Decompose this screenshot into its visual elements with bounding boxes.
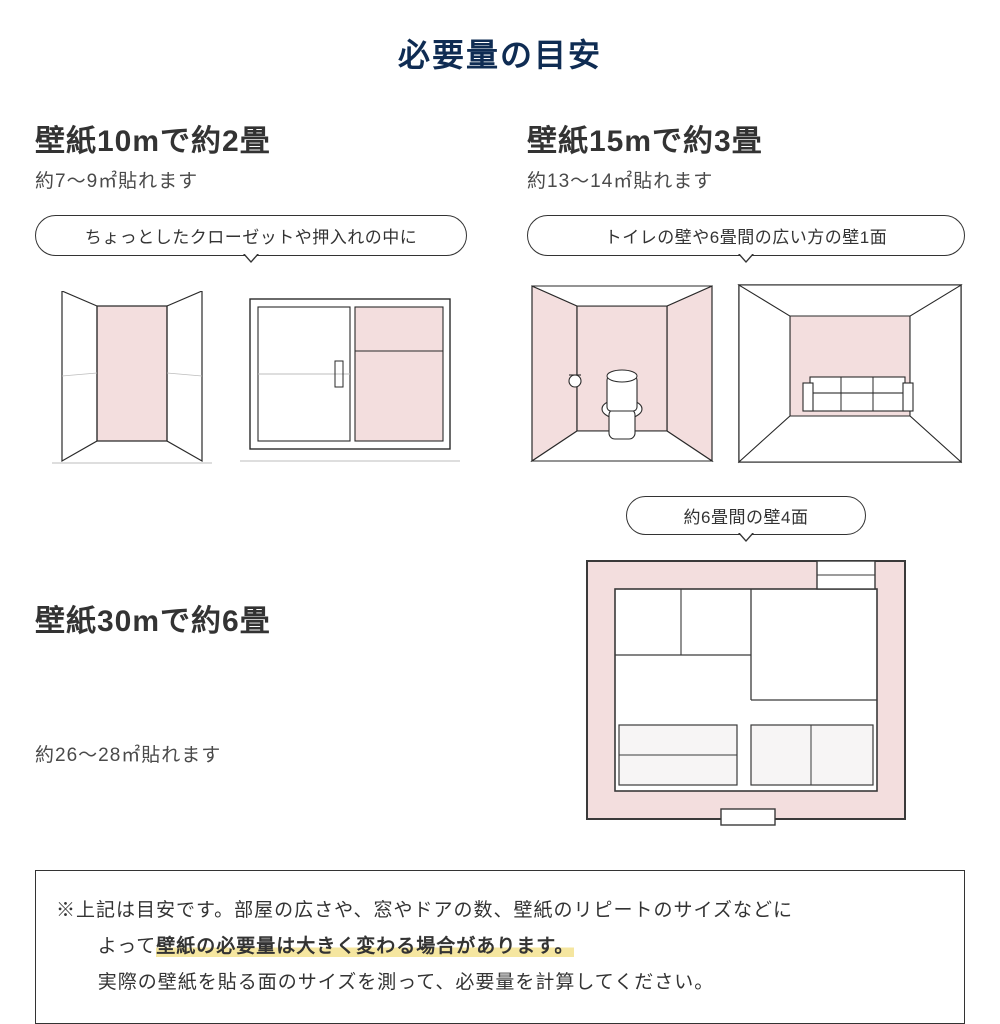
section-30m: 壁紙30mで約6畳 約26〜28㎡貼れます bbox=[35, 496, 467, 830]
section-30m-illustration: 約6畳間の壁4面 bbox=[527, 496, 965, 830]
note-line-2-prefix: よって bbox=[98, 936, 156, 957]
closet-open-icon bbox=[42, 291, 222, 466]
note-line-1: ※上記は目安です。部屋の広さや、窓やドアの数、壁紙のリピートのサイズなどに bbox=[56, 893, 944, 929]
section-10m-illustrations bbox=[35, 276, 467, 466]
section-10m-bubble: ちょっとしたクローゼットや押入れの中に bbox=[35, 215, 467, 256]
section-30m-bubble: 約6畳間の壁4面 bbox=[626, 496, 866, 535]
section-10m-title: 壁紙10mで約2畳 bbox=[35, 116, 467, 160]
section-15m-sub: 約13〜14㎡貼れます bbox=[527, 166, 965, 193]
toilet-room-icon bbox=[527, 281, 717, 466]
section-30m-sub: 約26〜28㎡貼れます bbox=[35, 740, 467, 767]
section-15m-illustrations bbox=[527, 276, 965, 466]
living-room-wall-icon bbox=[735, 281, 965, 466]
note-line-3: 実際の壁紙を貼る面のサイズを測って、必要量を計算してください。 bbox=[56, 965, 944, 1001]
section-10m-sub: 約7〜9㎡貼れます bbox=[35, 166, 467, 193]
closet-sliding-icon bbox=[240, 291, 460, 466]
section-15m: 壁紙15mで約3畳 約13〜14㎡貼れます トイレの壁や6畳間の広い方の壁1面 bbox=[527, 116, 965, 466]
page-title: 必要量の目安 bbox=[35, 30, 965, 76]
note-line-2: よって壁紙の必要量は大きく変わる場合があります。 bbox=[56, 929, 944, 965]
section-10m: 壁紙10mで約2畳 約7〜9㎡貼れます ちょっとしたクローゼットや押入れの中に bbox=[35, 116, 467, 466]
content-grid: 壁紙10mで約2畳 約7〜9㎡貼れます ちょっとしたクローゼットや押入れの中に bbox=[35, 116, 965, 830]
section-30m-title: 壁紙30mで約6畳 bbox=[35, 596, 467, 640]
section-15m-title: 壁紙15mで約3畳 bbox=[527, 116, 965, 160]
note-line-2-highlight: 壁紙の必要量は大きく変わる場合があります。 bbox=[156, 936, 574, 957]
section-15m-bubble: トイレの壁や6畳間の広い方の壁1面 bbox=[527, 215, 965, 256]
floor-plan-icon bbox=[581, 555, 911, 830]
note-box: ※上記は目安です。部屋の広さや、窓やドアの数、壁紙のリピートのサイズなどに よっ… bbox=[35, 870, 965, 1024]
